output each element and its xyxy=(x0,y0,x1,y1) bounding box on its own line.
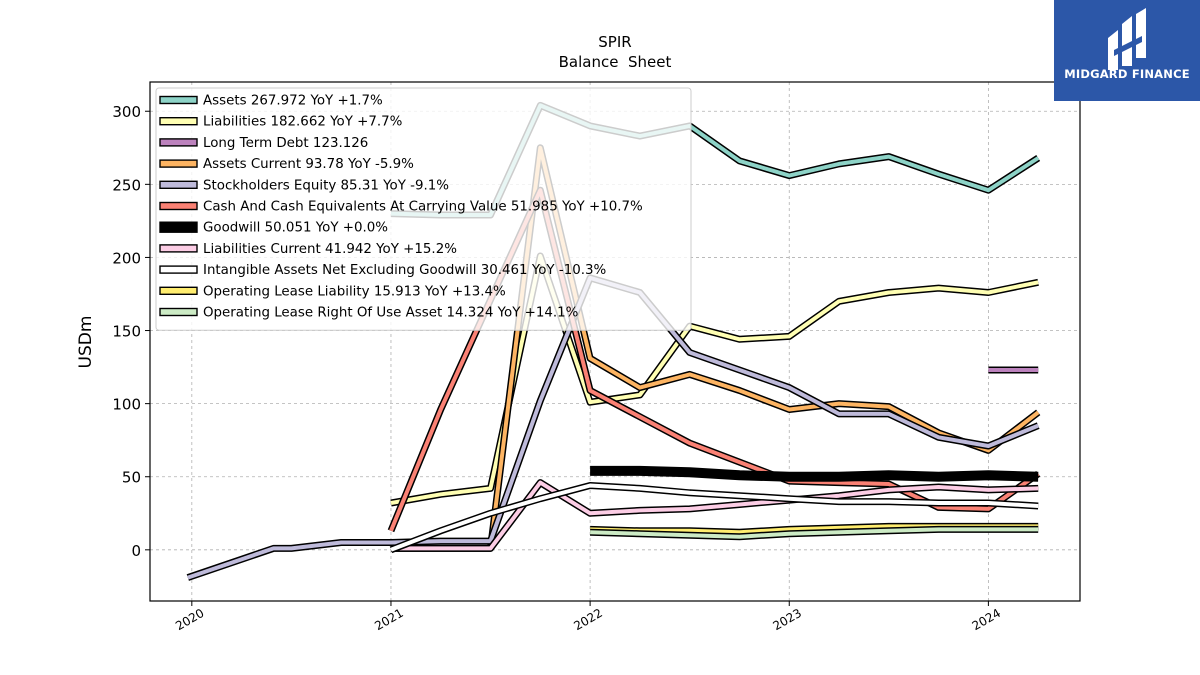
y-tick-label: 50 xyxy=(122,469,141,487)
series-line-6 xyxy=(590,465,1039,482)
legend: Assets 267.972 YoY +1.7% Liabilities 182.… xyxy=(155,87,692,331)
legend-label: Cash And Cash Equivalents At Carrying Va… xyxy=(203,200,643,215)
legend-label: Operating Lease Right Of Use Asset 14.32… xyxy=(203,306,578,321)
series-line-10 xyxy=(590,525,1039,541)
y-tick-label: 200 xyxy=(112,249,141,267)
x-tick-label: 2023 xyxy=(771,606,804,633)
series-lines xyxy=(186,101,1041,581)
series-path xyxy=(590,527,1039,539)
legend-label: Goodwill 50.051 YoY +0.0% xyxy=(203,221,388,236)
series-path xyxy=(390,254,1039,505)
series-path xyxy=(391,480,1039,551)
legend-label: Assets Current 93.78 YoY -5.9% xyxy=(203,157,414,172)
legend-swatch xyxy=(159,286,198,295)
x-tick-label: 2021 xyxy=(372,606,405,633)
legend-swatch xyxy=(159,180,198,190)
chart-title: SPIR xyxy=(598,33,631,51)
legend-label: Long Term Debt 123.126 xyxy=(203,136,368,151)
series-path xyxy=(390,483,1039,552)
series-line-7 xyxy=(391,479,1039,552)
x-tick-label: 2024 xyxy=(970,606,1003,633)
legend-swatch xyxy=(159,95,198,105)
legend-swatch xyxy=(159,138,198,147)
brand-name: MIDGARD FINANCE xyxy=(1064,67,1190,81)
legend-label: Operating Lease Liability 15.913 YoY +13… xyxy=(203,284,506,299)
legend-swatch xyxy=(159,307,198,317)
legend-swatch xyxy=(159,116,198,126)
legend-swatch xyxy=(159,221,198,233)
y-tick-label: 300 xyxy=(112,103,141,121)
legend-label: Assets 267.972 YoY +1.7% xyxy=(203,94,383,109)
series-path xyxy=(391,145,1040,551)
legend-label: Intangible Assets Net Excluding Goodwill… xyxy=(203,263,606,278)
x-tick-label: 2020 xyxy=(173,606,206,633)
series-line-1 xyxy=(390,252,1039,507)
plot-frame xyxy=(149,81,1081,602)
series-outline xyxy=(590,465,1039,482)
legend-swatch xyxy=(159,201,198,211)
legend-label: Liabilities Current 41.942 YoY +15.2% xyxy=(203,242,457,257)
x-tick-label: 2022 xyxy=(571,606,604,633)
legend-box xyxy=(155,87,692,331)
legend-swatch xyxy=(159,265,198,274)
y-tick-label: 100 xyxy=(112,396,141,414)
legend-label: Stockholders Equity 85.31 YoY -9.1% xyxy=(203,178,449,193)
y-tick-label: 0 xyxy=(131,542,141,560)
y-tick-label: 150 xyxy=(112,323,141,341)
legend-swatch xyxy=(159,159,198,168)
series-line-3 xyxy=(391,144,1041,552)
y-axis-label: USDm xyxy=(76,316,96,369)
y-tick-label: 250 xyxy=(112,176,141,194)
midgard-logo-icon xyxy=(1108,8,1146,70)
brand-logo: MIDGARD FINANCE xyxy=(1054,0,1200,101)
legend-swatch xyxy=(159,244,198,253)
legend-label: Liabilities 182.662 YoY +7.7% xyxy=(203,115,402,130)
chart-subtitle: Balance Sheet xyxy=(559,53,672,71)
series-line-8 xyxy=(389,482,1039,554)
